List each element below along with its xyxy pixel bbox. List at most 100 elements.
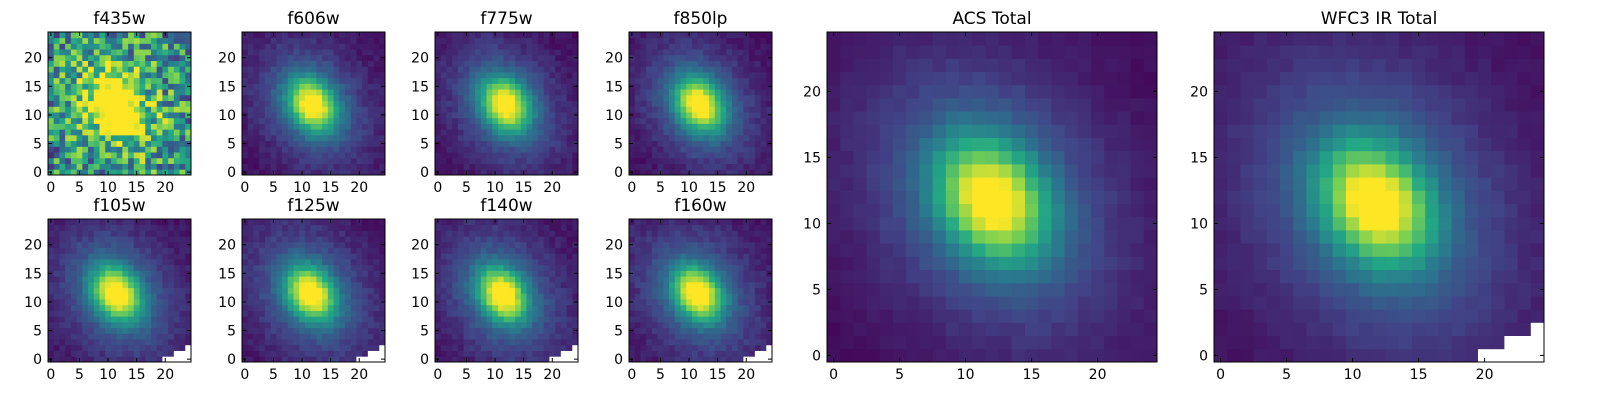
- heatmap-cell: [1117, 124, 1131, 138]
- heatmap-cell: [497, 43, 505, 50]
- heatmap-cell: [720, 94, 727, 102]
- heatmap-cell: [99, 316, 106, 323]
- heatmap-cell: [919, 58, 933, 72]
- heatmap-cell: [304, 43, 312, 50]
- heatmap-cell: [270, 321, 277, 329]
- heatmap-cell: [555, 83, 562, 90]
- heatmap-cell: [731, 100, 739, 107]
- heatmap-cell: [480, 287, 487, 294]
- heatmap-cell: [327, 100, 334, 107]
- heatmap-cell: [840, 58, 854, 72]
- heatmap-cell: [1025, 203, 1039, 218]
- heatmap-cell: [686, 83, 693, 90]
- heatmap-cell: [133, 321, 140, 329]
- heatmap-cell: [379, 72, 386, 79]
- x-tick-label: 10: [486, 180, 504, 196]
- heatmap-cell: [640, 169, 647, 176]
- heatmap-cell: [150, 49, 158, 56]
- x-tick-label: 5: [269, 367, 278, 383]
- heatmap-cell: [162, 134, 169, 142]
- heatmap-cell: [327, 83, 334, 90]
- heatmap-cell: [669, 43, 676, 50]
- heatmap-cell: [469, 327, 476, 334]
- heatmap-cell: [270, 123, 277, 130]
- heatmap-cell: [310, 253, 317, 260]
- heatmap-cell: [555, 316, 562, 323]
- heatmap-cell: [435, 129, 442, 136]
- heatmap-cell: [1077, 84, 1092, 99]
- heatmap-cell: [350, 32, 357, 39]
- heatmap-cell: [128, 327, 135, 334]
- heatmap-cell: [322, 321, 329, 329]
- heatmap-cell: [350, 321, 357, 329]
- heatmap-cell: [906, 177, 920, 191]
- heatmap-cell: [293, 163, 300, 170]
- heatmap-cells: [242, 219, 386, 363]
- heatmap-cell: [145, 270, 152, 277]
- heatmap-cell: [59, 66, 66, 73]
- heatmap-cell: [344, 123, 352, 130]
- heatmap-cell: [264, 253, 271, 260]
- heatmap-cell: [520, 293, 527, 300]
- heatmap-cell: [70, 37, 77, 44]
- heatmap-cell: [737, 94, 744, 102]
- heatmap-cell: [350, 281, 357, 289]
- heatmap-cell: [697, 37, 704, 44]
- heatmap-cell: [247, 129, 254, 136]
- heatmap-cell: [333, 253, 340, 260]
- heatmap-cell: [259, 299, 266, 306]
- heatmap-cell: [179, 236, 186, 243]
- heatmap-cell: [985, 58, 999, 72]
- heatmap-cell: [173, 112, 180, 119]
- heatmap-cell: [88, 339, 95, 346]
- heatmap-cell: [526, 350, 533, 357]
- heatmap-cell: [686, 54, 693, 61]
- heatmap-cell: [726, 37, 733, 44]
- heatmap-cell: [253, 134, 260, 142]
- heatmap-cell: [463, 310, 470, 317]
- heatmap-cell: [629, 49, 636, 56]
- heatmap-cell: [726, 89, 733, 96]
- heatmap-cell: [543, 304, 550, 311]
- heatmap-cell: [1117, 150, 1131, 165]
- x-tick-label: 5: [269, 180, 278, 196]
- heatmap-cell: [720, 43, 727, 50]
- heatmap-cell: [945, 58, 960, 72]
- heatmap-cell: [919, 32, 933, 46]
- heatmap-cell: [555, 169, 562, 176]
- heatmap-cell: [674, 32, 681, 39]
- heatmap-cell: [356, 281, 363, 289]
- heatmap-cell: [634, 77, 641, 84]
- heatmap-cell: [1011, 243, 1026, 257]
- heatmap-cell: [276, 60, 283, 67]
- heatmap-cell: [156, 66, 163, 73]
- heatmap-cell: [492, 49, 499, 56]
- heatmap-cell: [726, 129, 733, 136]
- heatmap-cell: [344, 43, 352, 50]
- heatmap-cell: [549, 140, 556, 147]
- heatmap-cell: [344, 310, 352, 317]
- heatmap-cell: [344, 66, 352, 73]
- heatmap-cell: [82, 247, 89, 254]
- heatmap-cell: [646, 89, 653, 96]
- heatmap-cell: [463, 339, 470, 346]
- heatmap-cell: [304, 146, 312, 153]
- heatmap-cell: [264, 43, 271, 50]
- heatmap-cell: [379, 219, 386, 226]
- heatmap-cell: [270, 276, 277, 283]
- heatmap-cell: [853, 137, 867, 152]
- heatmap-cell: [1104, 243, 1118, 257]
- heatmap-cell: [344, 287, 352, 294]
- heatmap-cell: [766, 134, 773, 142]
- heatmap-cell: [754, 43, 761, 50]
- heatmap-cell: [333, 316, 340, 323]
- heatmap-cell: [543, 321, 550, 329]
- heatmap-cell: [53, 276, 60, 283]
- heatmap-cell: [105, 49, 112, 56]
- heatmap-cell: [646, 32, 653, 39]
- heatmap-cell: [116, 264, 123, 271]
- heatmap-cell: [972, 296, 986, 310]
- heatmap-cell: [156, 112, 163, 119]
- heatmap-cell: [492, 339, 499, 346]
- heatmap-cell: [88, 287, 95, 294]
